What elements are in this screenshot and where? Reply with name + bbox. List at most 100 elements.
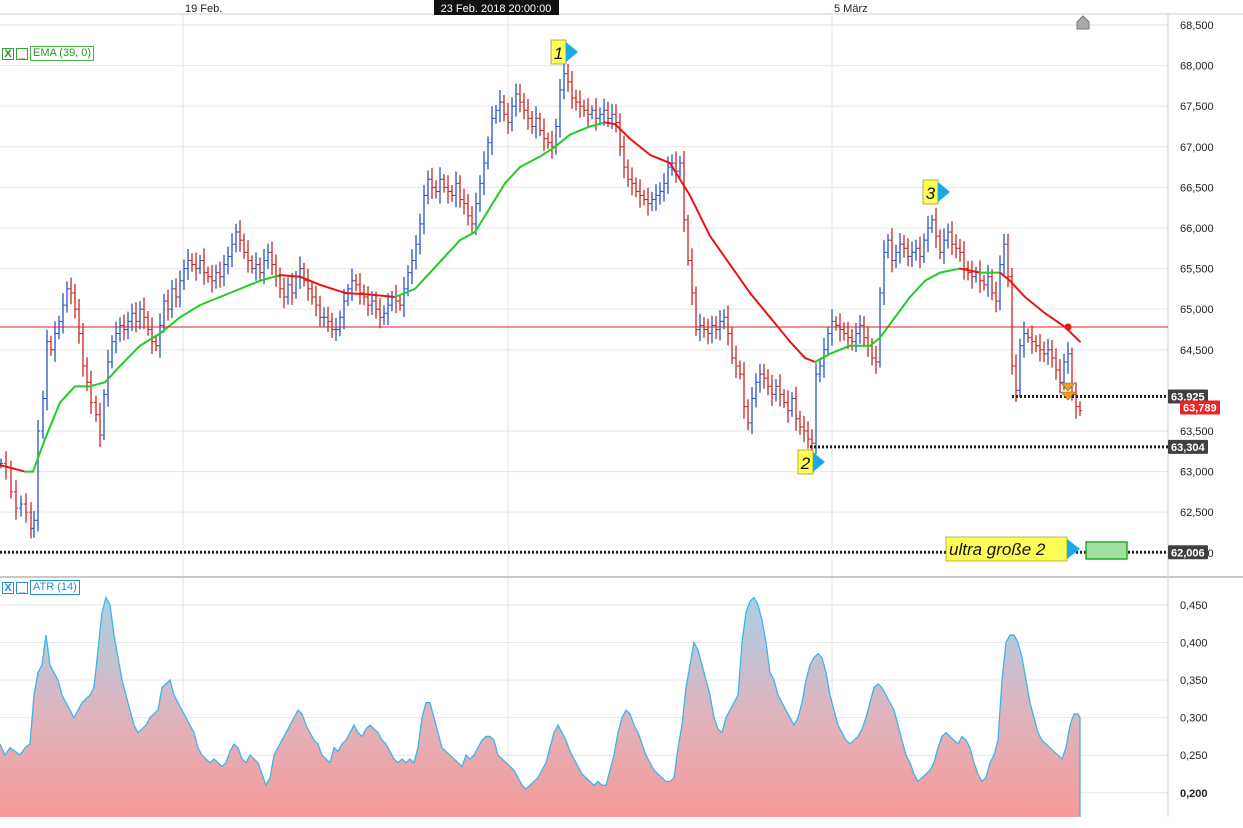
ema-segment xyxy=(519,155,541,169)
ema-segment xyxy=(629,137,651,156)
ema-segment xyxy=(539,145,556,158)
marker-1[interactable]: 1 xyxy=(550,39,578,65)
atr-line xyxy=(0,595,1081,790)
price-tag-level-a[interactable]: 63,925 xyxy=(1168,389,1208,404)
price-tag-last[interactable]: 63,789 xyxy=(1180,400,1220,415)
ema-segment xyxy=(394,287,416,298)
ema-segment xyxy=(429,255,446,274)
ema-segment xyxy=(909,279,926,298)
atr-tick-label: 0,400 xyxy=(1180,638,1208,650)
ema-segment xyxy=(159,316,181,335)
ema-segment xyxy=(59,385,76,404)
ema-legend: X _ EMA (39, 0) xyxy=(2,46,95,61)
price-tag-level-a-text: 63,925 xyxy=(1171,391,1205,403)
price-tag-level-b[interactable]: 63,304 xyxy=(1168,439,1208,454)
ema-segment xyxy=(299,275,321,286)
orange-down-arrow-icon xyxy=(1060,391,1076,401)
ema-segment xyxy=(504,166,521,185)
price-tick-label: 68,000 xyxy=(1180,61,1214,73)
marker-arrow-icon xyxy=(938,182,950,202)
ema-segment xyxy=(459,231,476,242)
ema-segment xyxy=(869,336,881,347)
atr-tick-label: 0,250 xyxy=(1180,750,1208,762)
atr-legend: X _ ATR (14) xyxy=(2,580,80,595)
annotation-arrow-icon xyxy=(1067,539,1080,559)
price-tick-label: 68,500 xyxy=(1180,20,1214,32)
target-zone-box xyxy=(1085,541,1128,560)
annotation-text: ultra große 2 xyxy=(949,540,1046,559)
ema-segment xyxy=(614,123,631,140)
atr-close-button[interactable]: X xyxy=(2,581,14,594)
ema-segment xyxy=(444,239,461,258)
date-tick-label: 19 Feb. xyxy=(185,3,222,15)
price-tick-label: 67,500 xyxy=(1180,101,1214,113)
ema-segment xyxy=(894,296,911,319)
ema-segment xyxy=(569,125,591,136)
price-tick-label: 62,500 xyxy=(1180,507,1214,519)
price-tag-level-b-bg xyxy=(1168,439,1208,454)
atr-minimize-button[interactable]: _ xyxy=(16,581,28,594)
marker-2[interactable]: 2 xyxy=(797,449,825,475)
date-tick-label: 5 März xyxy=(834,3,868,15)
ema-close-button[interactable]: X xyxy=(2,47,14,60)
ema-segment xyxy=(814,352,831,363)
ema-segment xyxy=(1024,296,1046,315)
ema-legend-label[interactable]: EMA (39, 0) xyxy=(30,46,95,61)
atr-area xyxy=(0,597,1080,817)
ema-segment xyxy=(0,464,26,473)
ema-segment xyxy=(689,194,711,238)
ema-segment xyxy=(939,267,961,274)
crosshair-time-badge xyxy=(434,0,559,15)
price-tag-level-b-text: 63,304 xyxy=(1171,442,1206,454)
price-tag-level-c[interactable]: 62,006 xyxy=(1168,545,1208,560)
atr-tick-label: 0,350 xyxy=(1180,675,1208,687)
marker-3[interactable]: 3 xyxy=(922,179,950,205)
crosshair-time-label: 23 Feb. 2018 20:00:00 xyxy=(441,3,552,15)
ema-segment xyxy=(1009,279,1026,298)
price-tick-label: 63,000 xyxy=(1180,467,1214,479)
marker-arrow-icon xyxy=(813,452,825,472)
ema-segment xyxy=(104,365,121,384)
atr-tick-label: 0,300 xyxy=(1180,713,1208,725)
price-tag-level-c-text: 62,006 xyxy=(1171,547,1205,559)
ema-segment xyxy=(554,133,571,148)
price-tick-label: 66,000 xyxy=(1180,223,1214,235)
price-tick-label: 65,000 xyxy=(1180,304,1214,316)
ema-segment xyxy=(32,438,46,473)
ema-segment xyxy=(119,344,141,368)
marker-label: 2 xyxy=(800,454,811,473)
ema-segment xyxy=(589,121,606,128)
ema-segment xyxy=(789,340,806,359)
ema-segment xyxy=(239,279,261,290)
price-tag-last-bg xyxy=(1180,400,1220,415)
ema-minimize-button[interactable]: _ xyxy=(16,47,28,60)
atr-legend-label[interactable]: ATR (14) xyxy=(30,580,80,595)
price-tick-label: 66,500 xyxy=(1180,182,1214,194)
marker-arrow-icon xyxy=(566,42,578,62)
ema-segment xyxy=(414,271,431,290)
ema-segment xyxy=(1044,312,1066,329)
ema-segment xyxy=(219,287,241,298)
price-tag-last-text: 63,789 xyxy=(1183,403,1217,415)
ema-segment xyxy=(279,274,301,278)
ema-segment xyxy=(829,344,851,355)
ema-segment xyxy=(199,296,221,307)
annotation-ultra[interactable]: ultra große 2 xyxy=(945,536,1080,562)
ema-segment xyxy=(804,356,816,363)
ema-segment xyxy=(44,401,61,441)
ema-segment xyxy=(259,274,281,282)
marker-label: 3 xyxy=(926,184,936,203)
scroll-up-icon xyxy=(1076,15,1090,30)
atr-tick-label: 0,450 xyxy=(1180,600,1208,612)
ema-segment xyxy=(489,182,506,209)
price-tick-label: 63,500 xyxy=(1180,426,1214,438)
ema-segment xyxy=(749,291,771,319)
ema-segment xyxy=(369,293,396,298)
ema-segment xyxy=(89,381,106,388)
marker-label: 1 xyxy=(554,44,563,63)
price-tag-level-a-bg xyxy=(1168,389,1208,404)
ema-segment xyxy=(924,271,941,282)
price-tick-label: 64,500 xyxy=(1180,345,1214,357)
